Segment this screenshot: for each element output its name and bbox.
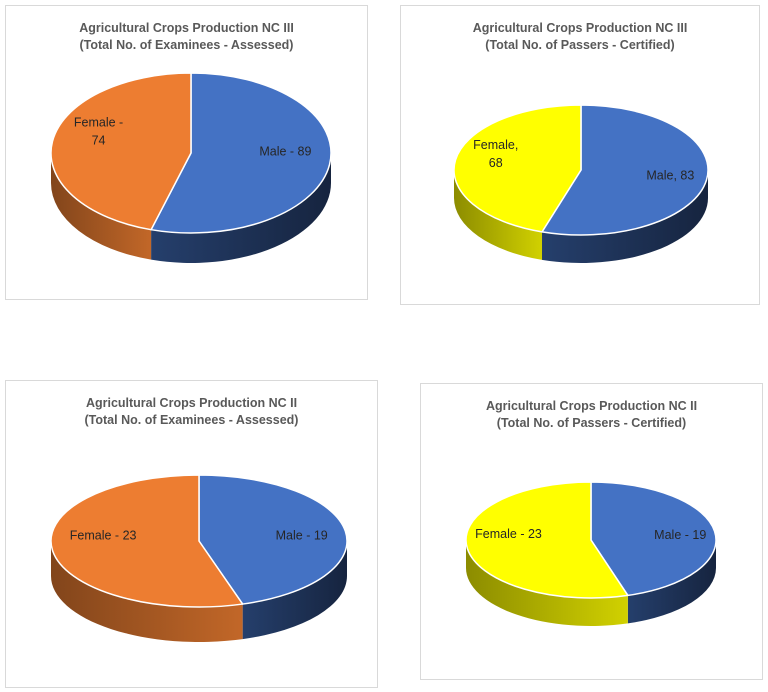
pie-chart: Male - 19 Female - 23 — [465, 481, 717, 626]
chart-title-line2: (Total No. of Examinees - Assessed) — [84, 413, 299, 427]
chart-title: Agricultural Crops Production NC II (Tot… — [421, 398, 762, 432]
chart-title: Agricultural Crops Production NC III (To… — [6, 20, 367, 54]
pie-side-male — [151, 153, 331, 263]
chart-panel-nc3-passers: Agricultural Crops Production NC III (To… — [400, 5, 760, 305]
pie-side-female — [454, 170, 543, 260]
chart-panel-nc2-passers: Agricultural Crops Production NC II (Tot… — [420, 383, 763, 680]
slice-label-female: Female, 68 — [473, 138, 518, 170]
pie-slice-female — [50, 72, 192, 231]
pie-chart: Male - 89 Female -74 — [50, 72, 332, 263]
pie-slice-female — [50, 474, 244, 608]
pie-slice-female — [465, 481, 629, 599]
chart-title-line2: (Total No. of Passers - Certified) — [496, 416, 687, 430]
chart-title-line1: Agricultural Crops Production NC II — [85, 396, 298, 410]
chart-title-line1: Agricultural Crops Production NC III — [472, 21, 688, 35]
pie-slice-male — [541, 104, 709, 236]
chart-title-line2: (Total No. of Examinees - Assessed) — [79, 38, 294, 52]
slice-label-male: Male, 83 — [646, 169, 694, 183]
pie-slice-female — [453, 104, 582, 233]
slice-label-female: Female - 23 — [475, 527, 542, 541]
slice-label-male: Male - 19 — [276, 529, 328, 543]
chart-title-line1: Agricultural Crops Production NC III — [79, 21, 294, 35]
pie-chart: Male, 83 Female, 68 — [453, 104, 709, 263]
pie-side-male — [627, 540, 716, 624]
chart-panel-nc3-examinees: Agricultural Crops Production NC III (To… — [5, 5, 368, 300]
pie-slice-male — [590, 481, 717, 597]
pie-chart: Male - 19 Female - 23 — [50, 474, 348, 642]
pie-side-male — [242, 541, 347, 640]
pie-side-female — [466, 540, 628, 626]
pie-side-female — [51, 153, 152, 260]
slice-label-female: Female - 23 — [70, 528, 137, 542]
pie-side-male — [542, 170, 708, 263]
chart-title-line1: Agricultural Crops Production NC II — [485, 399, 698, 413]
pie-side-female — [51, 541, 243, 642]
slice-label-male: Male - 19 — [654, 528, 706, 542]
chart-panel-nc2-examinees: Agricultural Crops Production NC II (Tot… — [5, 380, 378, 688]
pie-slice-male — [198, 474, 348, 605]
chart-title: Agricultural Crops Production NC III (To… — [401, 20, 759, 54]
slice-label-male: Male - 89 — [259, 144, 311, 158]
pie-slice-male — [150, 72, 332, 234]
slice-label-female: Female -74 — [74, 115, 123, 147]
chart-title: Agricultural Crops Production NC II (Tot… — [6, 395, 377, 429]
chart-title-line2: (Total No. of Passers - Certified) — [485, 38, 675, 52]
